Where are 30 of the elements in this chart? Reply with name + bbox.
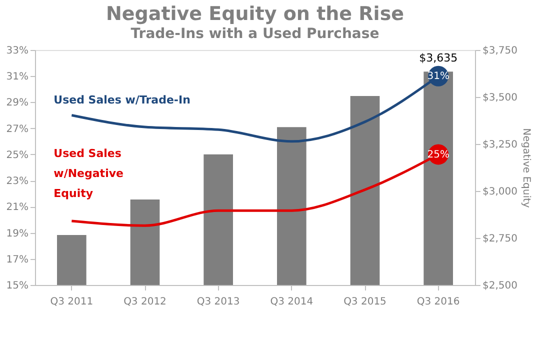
y-tick-label: 27% [6, 124, 28, 135]
data-label: 25% [427, 149, 450, 160]
y-tick-label: 21% [6, 202, 28, 214]
x-tick-label: Q3 2011 [50, 296, 94, 308]
y-tick-label: 23% [6, 176, 28, 188]
data-label: $3,635 [419, 52, 458, 65]
text: Used Sales w/Negative Equity [54, 147, 124, 200]
y2-tick-label: $2,500 [482, 280, 518, 292]
y2-tick-label: $2,750 [482, 234, 518, 244]
x-tick-label: Q3 2015 [344, 296, 386, 308]
y-tick-label: 25% [6, 150, 28, 161]
y2-axis-title: Negative Equity [520, 128, 532, 208]
data-label: 31% [427, 71, 450, 82]
y-tick-label: 15% [6, 280, 28, 292]
y2-tick-label: $3,250 [482, 140, 518, 150]
y-tick-label: 29% [6, 98, 28, 109]
x-tick-label: Q3 2014 [270, 296, 314, 308]
y-tick-label: 19% [6, 228, 28, 240]
chart-title: Negative Equity on the Rise [106, 3, 404, 25]
y2-tick-label: $3,000 [482, 186, 518, 198]
x-tick-label: Q3 2013 [196, 296, 240, 308]
y-tick-label: 33% [6, 46, 28, 56]
chart-subtitle: Trade-Ins with a Used Purchase [130, 26, 380, 42]
y2-tick-label: $3,750 [482, 46, 518, 56]
y-tick-label: 31% [6, 72, 28, 83]
x-tick-label: Q3 2012 [124, 296, 166, 308]
series-label: Used Sales w/Trade-In [54, 93, 190, 106]
y-tick-label: 17% [6, 254, 28, 266]
x-tick-label: Q3 2016 [416, 296, 460, 308]
y2-tick-label: $3,500 [482, 92, 518, 104]
